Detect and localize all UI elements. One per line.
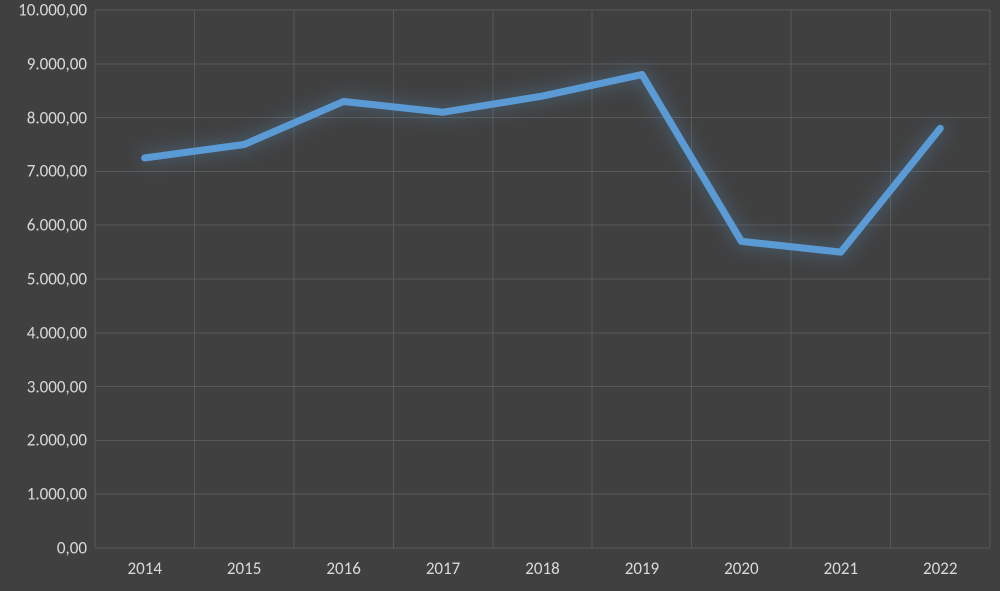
y-axis-tick-label: 6.000,00 [27,215,87,236]
x-axis-tick-label: 2014 [127,558,161,579]
y-axis-tick-label: 4.000,00 [27,322,87,343]
y-axis-tick-label: 7.000,00 [27,161,87,182]
y-axis-tick-label: 2.000,00 [27,430,87,451]
chart-svg [0,0,1000,591]
x-axis-tick-label: 2015 [227,558,261,579]
y-axis-tick-label: 3.000,00 [27,376,87,397]
x-axis-tick-label: 2022 [923,558,957,579]
line-chart: 0,00 1.000,00 2.000,00 3.000,00 4.000,00 5.00… [0,0,1000,591]
x-axis-tick-label: 2016 [326,558,360,579]
y-axis-tick-label: 5.000,00 [27,269,87,290]
x-axis-tick-label: 2021 [824,558,858,579]
x-axis-tick-label: 2018 [525,558,559,579]
y-axis-tick-label: 9.000,00 [27,53,87,74]
x-axis-tick-label: 2017 [426,558,460,579]
x-axis-tick-label: 2019 [625,558,659,579]
x-axis-tick-label: 2020 [724,558,758,579]
y-axis-tick-label: 10.000,00 [18,0,87,21]
y-axis-tick-label: 1.000,00 [27,484,87,505]
y-axis-tick-label: 0,00 [57,538,87,559]
y-axis-tick-label: 8.000,00 [27,107,87,128]
